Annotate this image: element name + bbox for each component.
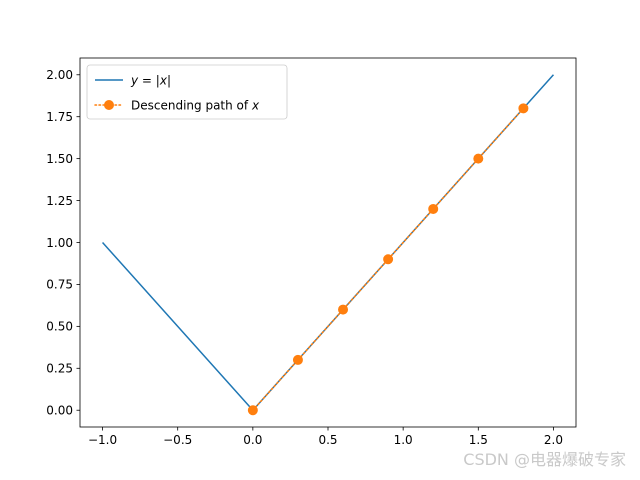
x-tick-label: −1.0 <box>88 433 117 447</box>
legend-math-variable: y <box>130 73 139 87</box>
legend-math-variable: x <box>159 73 168 87</box>
x-tick-label: 1.5 <box>469 433 488 447</box>
series-line-1 <box>101 74 555 411</box>
data-point <box>338 304 349 315</box>
y-tick-label: 2.00 <box>46 68 73 82</box>
y-tick-label: 0.50 <box>46 320 73 334</box>
legend-label: y = |x| <box>130 73 171 87</box>
y-tick-label: 1.50 <box>46 152 73 166</box>
legend-text-part: | <box>167 73 171 87</box>
data-point <box>518 103 529 114</box>
watermark: CSDN @电器爆破专家 <box>463 450 626 469</box>
x-tick-label: 0.5 <box>318 433 337 447</box>
y-tick-label: 0.25 <box>46 362 73 376</box>
data-point <box>247 405 258 416</box>
data-point <box>292 354 303 365</box>
data-point <box>473 153 484 164</box>
x-tick-label: 0.0 <box>243 433 262 447</box>
x-tick-label: 2.0 <box>544 433 563 447</box>
y-tick-label: 0.75 <box>46 278 73 292</box>
legend-swatch-marker <box>104 100 114 110</box>
data-point <box>383 254 394 265</box>
legend-math-variable: x <box>251 98 260 112</box>
y-tick-label: 1.00 <box>46 236 73 250</box>
legend-label: Descending path of x <box>131 98 260 112</box>
legend-text-part: Descending path of <box>131 98 252 112</box>
x-tick-label: −0.5 <box>163 433 192 447</box>
y-tick-label: 1.25 <box>46 194 73 208</box>
y-tick-label: 0.00 <box>46 404 73 418</box>
legend-text-part: = | <box>138 73 160 87</box>
x-tick-label: 1.0 <box>394 433 413 447</box>
data-point <box>428 203 439 214</box>
legend-box <box>86 64 288 120</box>
y-tick-label: 1.75 <box>46 110 73 124</box>
